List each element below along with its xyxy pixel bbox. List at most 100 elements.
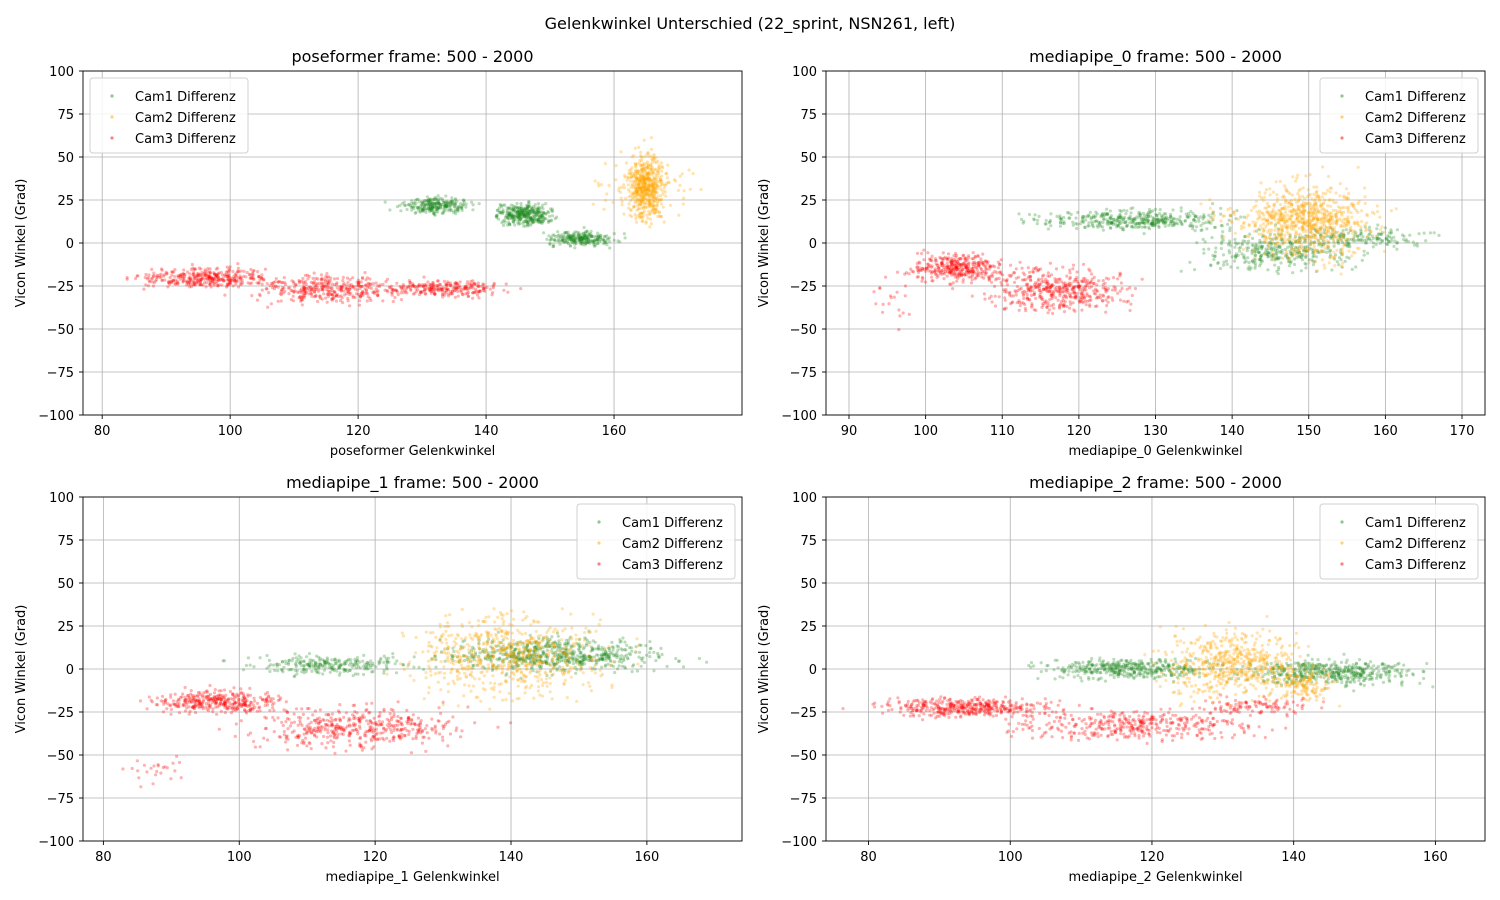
scatter-point: [458, 202, 463, 206]
scatter-point: [435, 283, 439, 288]
scatter-point: [687, 168, 691, 172]
scatter-point: [957, 274, 961, 278]
scatter-point: [1300, 194, 1305, 198]
scatter-point: [1258, 190, 1262, 194]
scatter-point: [242, 269, 246, 273]
scatter-point: [1254, 257, 1258, 261]
scatter-point: [488, 287, 492, 291]
scatter-point: [995, 277, 999, 281]
scatter-point: [933, 267, 938, 271]
scatter-point: [428, 207, 432, 211]
scatter-point: [1228, 239, 1232, 243]
scatter-point: [1338, 182, 1342, 186]
scatter-point: [383, 200, 387, 204]
scatter-point: [393, 295, 397, 300]
scatter-point: [573, 238, 577, 243]
scatter-point: [1324, 225, 1328, 229]
scatter-point: [381, 299, 385, 303]
scatter-point: [499, 203, 503, 207]
scatter-point: [1314, 259, 1318, 263]
scatter-point: [265, 287, 269, 291]
scatter-point: [1268, 193, 1272, 197]
scatter-point: [424, 210, 428, 214]
scatter-point: [1342, 210, 1346, 214]
scatter-point: [427, 202, 431, 206]
scatter-point: [1367, 225, 1372, 229]
scatter-point: [216, 275, 220, 279]
scatter-point: [408, 280, 412, 284]
scatter-point: [1065, 287, 1069, 291]
scatter-point: [1253, 266, 1257, 270]
scatter-point: [1432, 231, 1436, 235]
scatter-point: [1125, 209, 1129, 213]
scatter-point: [329, 292, 333, 296]
scatter-point: [1063, 283, 1067, 288]
scatter-point: [1278, 179, 1282, 184]
scatter-point: [399, 286, 403, 290]
scatter-point: [631, 174, 635, 178]
scatter-point: [203, 271, 207, 275]
scatter-point: [1199, 228, 1203, 233]
scatter-point: [319, 281, 324, 285]
scatter-point: [519, 287, 523, 291]
scatter-point: [441, 198, 445, 202]
scatter-point: [644, 182, 648, 186]
scatter-point: [1220, 224, 1224, 228]
scatter-point: [1305, 220, 1309, 224]
scatter-point: [1290, 220, 1294, 225]
scatter-point: [531, 215, 535, 219]
scatter-point: [422, 287, 427, 292]
scatter-point: [1004, 306, 1008, 310]
scatter-point: [1352, 220, 1357, 224]
scatter-point: [1101, 293, 1105, 297]
scatter-point: [458, 280, 462, 284]
scatter-point: [1354, 209, 1359, 213]
scatter-point: [627, 168, 632, 172]
scatter-point: [1233, 231, 1237, 235]
scatter-point: [934, 262, 938, 266]
scatter-point: [1297, 194, 1301, 198]
scatter-point: [1266, 244, 1271, 248]
scatter-point: [426, 199, 430, 204]
scatter-point: [519, 210, 524, 214]
scatter-point: [661, 165, 665, 170]
scatter-point: [1003, 298, 1007, 302]
scatter-point: [426, 202, 430, 206]
scatter-point: [300, 303, 304, 307]
scatter-point: [1116, 291, 1120, 295]
scatter-point: [1210, 236, 1214, 240]
scatter-point: [541, 207, 545, 211]
scatter-point: [938, 255, 942, 260]
scatter-point: [448, 199, 452, 204]
scatter-point: [516, 210, 520, 214]
scatter-point: [1300, 209, 1304, 213]
scatter-point: [1057, 285, 1061, 289]
scatter-point: [1389, 230, 1393, 234]
scatter-point: [678, 183, 682, 187]
scatter-point: [1351, 250, 1355, 254]
scatter-point: [1061, 299, 1065, 303]
series-3: [125, 262, 523, 309]
scatter-point: [1297, 189, 1301, 193]
scatter-point: [430, 209, 434, 213]
scatter-point: [395, 205, 399, 209]
scatter-point: [1294, 246, 1298, 250]
scatter-point: [432, 202, 436, 206]
scatter-point: [443, 201, 447, 205]
scatter-point: [1142, 214, 1146, 218]
scatter-point: [151, 284, 156, 288]
scatter-point: [357, 280, 361, 284]
scatter-point: [423, 199, 427, 203]
scatter-point: [1125, 223, 1130, 227]
scatter-point: [1040, 295, 1044, 299]
scatter-point: [1294, 229, 1298, 234]
scatter-point: [1356, 237, 1360, 241]
scatter-point: [464, 292, 468, 296]
scatter-point: [502, 288, 506, 292]
scatter-point: [535, 207, 539, 211]
scatter-point: [434, 202, 438, 206]
scatter-point: [282, 276, 286, 280]
scatter-point: [930, 254, 934, 258]
scatter-point: [1322, 243, 1326, 247]
scatter-point: [179, 273, 183, 277]
